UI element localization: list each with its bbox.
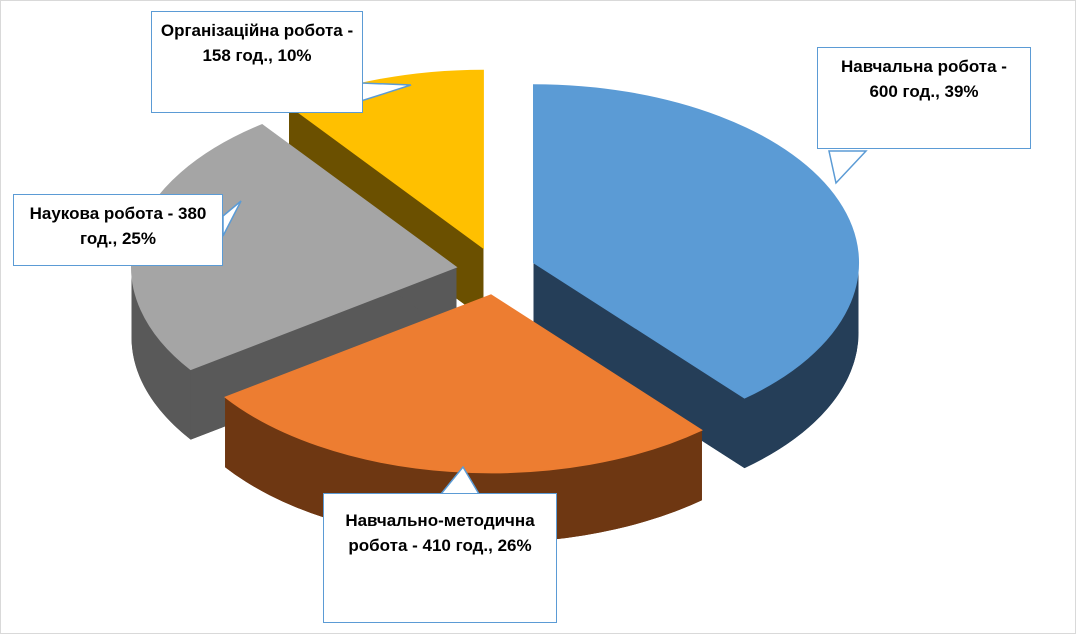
pie-slice xyxy=(533,84,860,469)
slice-radial-side xyxy=(533,262,745,469)
data-label: Організаційна робота - 158 год., 10% xyxy=(151,11,363,113)
data-label: Навчальна робота - 600 год., 39% xyxy=(817,47,1031,149)
slice-top xyxy=(224,294,703,474)
callout-pointer xyxy=(828,150,868,185)
callout-pointers xyxy=(222,82,868,495)
slice-outer-side xyxy=(744,262,859,469)
slice-top xyxy=(533,84,860,399)
data-label: Наукова робота - 380 год., 25% xyxy=(13,194,223,266)
slice-outer-side xyxy=(131,267,191,440)
data-label: Навчально-методична робота - 410 год., 2… xyxy=(323,493,557,623)
pie xyxy=(131,69,860,543)
callout-pointer xyxy=(222,200,242,237)
